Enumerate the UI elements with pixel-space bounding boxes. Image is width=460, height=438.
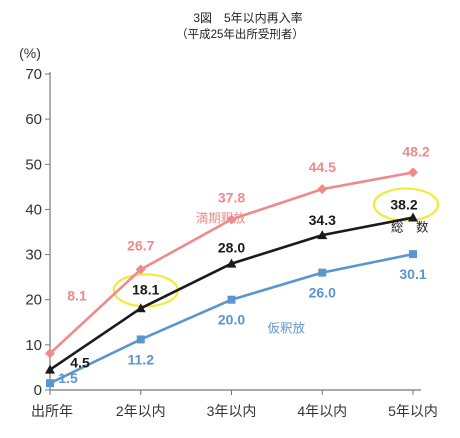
y-tick-label: 50 — [25, 156, 42, 173]
data-point — [226, 214, 237, 225]
y-tick-label: 30 — [25, 247, 42, 264]
y-axis-label: (%) — [19, 45, 41, 61]
data-label: 37.8 — [218, 189, 245, 205]
axes: 0 10 20 30 40 50 60 70 出所年 2年以内 3年以内 4年以内 5年以内 — [25, 66, 438, 419]
data-label: 4.5 — [70, 355, 90, 371]
highlight-ellipse — [372, 187, 440, 222]
y-tick-label: 60 — [25, 111, 42, 128]
data-point — [135, 264, 146, 275]
data-label: 18.1 — [132, 281, 159, 297]
data-label: 11.2 — [128, 351, 155, 367]
data-label: 26.0 — [309, 285, 336, 301]
data-point — [45, 348, 55, 359]
x-tick-label: 3年以内 — [207, 403, 257, 419]
x-tick-label: 出所年 — [31, 403, 73, 419]
series-layer: 8.1 26.7 37.8 44.5 48.2 4.5 18.1 28.0 34.3 38.2 1.… — [45, 143, 440, 388]
data-point — [45, 364, 55, 374]
series-name-label: 仮釈放 — [268, 321, 306, 336]
data-label: 28.0 — [218, 240, 245, 256]
data-label: 1.5 — [58, 370, 78, 386]
x-tick-label: 2年以内 — [116, 403, 166, 419]
data-label: 8.1 — [67, 287, 87, 303]
data-point — [408, 167, 418, 178]
x-tick-label: 5年以内 — [388, 403, 438, 419]
y-tick-label: 40 — [25, 201, 42, 218]
y-tick-label: 10 — [25, 337, 42, 354]
series-name-label: 満期釈放 — [196, 210, 247, 225]
y-tick-label: 0 — [34, 382, 42, 399]
data-point — [226, 258, 237, 268]
data-point — [409, 250, 417, 259]
x-tick-label: 4年以内 — [297, 403, 347, 419]
data-point — [317, 184, 328, 195]
y-tick-label: 20 — [25, 292, 42, 309]
data-label: 30.1 — [399, 266, 426, 282]
data-point — [136, 335, 145, 344]
data-label: 48.2 — [402, 143, 429, 159]
data-point — [408, 212, 418, 222]
chart-subtitle: （平成25年出所受刑者） — [176, 27, 304, 41]
data-label: 26.7 — [127, 237, 154, 253]
series-name-label: 総 数 — [391, 220, 429, 235]
data-label: 20.0 — [218, 312, 245, 328]
data-point — [227, 295, 236, 304]
data-point — [318, 268, 327, 277]
data-label: 38.2 — [390, 197, 417, 213]
y-tick-label: 70 — [25, 66, 42, 83]
data-label: 34.3 — [309, 212, 336, 228]
data-point — [317, 230, 328, 240]
chart-title: 3図 5年以内再入率 — [193, 10, 302, 25]
data-label: 44.5 — [309, 159, 336, 175]
data-point — [46, 379, 54, 388]
data-point — [135, 303, 146, 313]
